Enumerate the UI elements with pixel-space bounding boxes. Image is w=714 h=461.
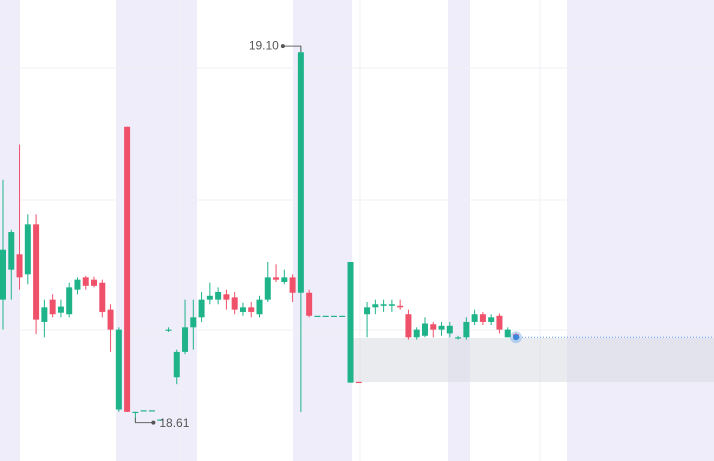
candle-body bbox=[364, 307, 371, 315]
candle-body bbox=[397, 305, 404, 308]
candle-body bbox=[24, 224, 31, 275]
candle-body bbox=[405, 314, 412, 338]
candle-body bbox=[430, 324, 437, 330]
candle-body bbox=[99, 282, 106, 312]
candle-body bbox=[57, 306, 64, 313]
candle-body bbox=[446, 325, 453, 334]
candle-body bbox=[297, 52, 304, 293]
candle-body bbox=[190, 317, 197, 328]
min-dot bbox=[151, 420, 156, 425]
candle-body bbox=[107, 309, 114, 330]
candle-body bbox=[206, 295, 213, 300]
max-label: 19.10 bbox=[249, 38, 279, 52]
session-band bbox=[0, 0, 20, 461]
candle-body bbox=[239, 307, 246, 312]
candle-body bbox=[8, 232, 15, 270]
min-label: 18.61 bbox=[159, 416, 189, 430]
candle-body bbox=[74, 279, 81, 290]
candle-body bbox=[471, 314, 478, 322]
candle-body bbox=[330, 315, 337, 317]
candle-body bbox=[157, 419, 164, 421]
candle-body bbox=[347, 262, 354, 383]
candle-body bbox=[132, 411, 139, 414]
candle-body bbox=[182, 327, 189, 352]
candle-body bbox=[198, 299, 205, 318]
candle-body bbox=[49, 299, 56, 315]
candle-body bbox=[496, 315, 503, 330]
candle-body bbox=[421, 323, 428, 336]
candle-body bbox=[380, 304, 387, 306]
candle-body bbox=[91, 279, 98, 286]
candle-body bbox=[66, 287, 73, 315]
candle-body bbox=[124, 126, 131, 412]
candle-body bbox=[273, 277, 280, 280]
candle-body bbox=[355, 381, 362, 384]
candle-body bbox=[0, 249, 6, 300]
candle-body bbox=[248, 307, 255, 312]
candle-body bbox=[388, 304, 395, 306]
candle-body bbox=[504, 329, 511, 338]
candle-body bbox=[306, 292, 313, 316]
candle-body bbox=[115, 329, 122, 410]
candle-body bbox=[488, 317, 495, 322]
candle-body bbox=[281, 277, 288, 282]
session-band bbox=[567, 0, 714, 461]
candle-body bbox=[289, 277, 296, 293]
candle-body bbox=[322, 315, 329, 317]
candle-body bbox=[372, 304, 379, 308]
candle-body bbox=[463, 321, 470, 338]
candle-body bbox=[479, 314, 486, 322]
candle-body bbox=[173, 351, 180, 378]
candle-body bbox=[256, 299, 263, 315]
candle-body bbox=[41, 307, 48, 322]
candle-body bbox=[339, 315, 346, 317]
min-leader bbox=[134, 417, 154, 424]
session-band bbox=[448, 0, 470, 461]
candle-body bbox=[413, 329, 420, 338]
candle-body bbox=[314, 315, 321, 317]
max-dot bbox=[280, 44, 285, 49]
last-price-dot bbox=[513, 334, 519, 341]
candle-body bbox=[16, 254, 23, 278]
candle-body bbox=[148, 410, 155, 412]
candle-body bbox=[82, 277, 89, 286]
candle-body bbox=[33, 224, 40, 320]
candle-body bbox=[264, 277, 271, 300]
candle-body bbox=[215, 291, 222, 300]
candle-body bbox=[223, 294, 230, 300]
candle-body bbox=[165, 329, 172, 331]
candle-body bbox=[455, 337, 462, 339]
position-zone bbox=[348, 338, 714, 382]
candle-body bbox=[140, 410, 147, 412]
max-leader bbox=[282, 45, 302, 53]
candle-body bbox=[438, 325, 445, 330]
candle-body bbox=[231, 297, 238, 310]
